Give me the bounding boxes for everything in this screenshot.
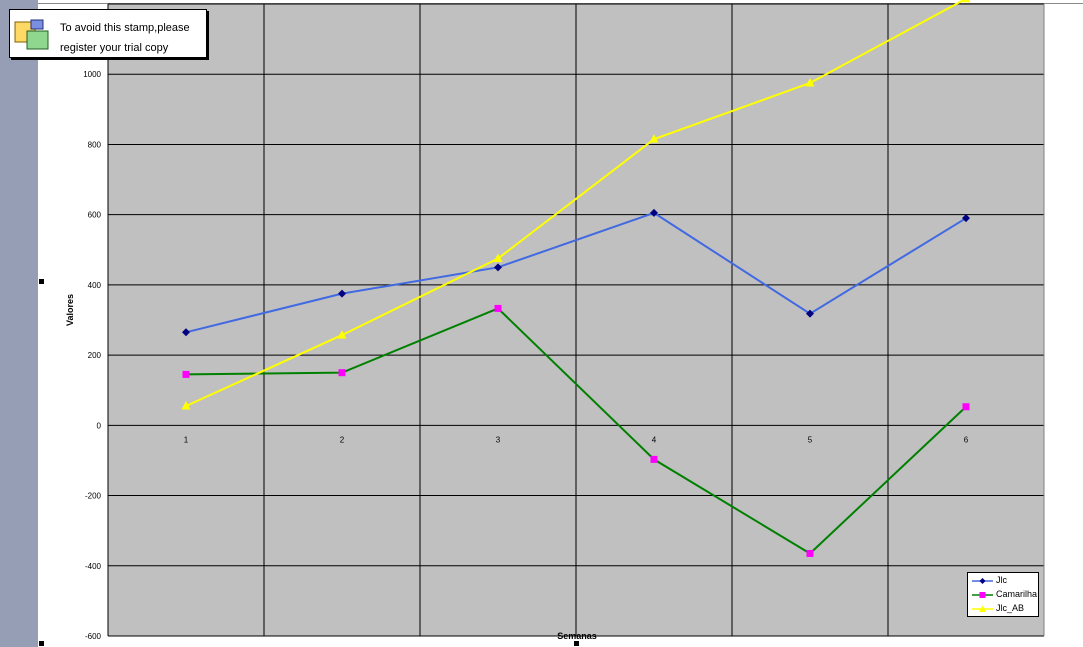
x-axis-label: Semanas xyxy=(557,631,597,641)
gridlines xyxy=(107,3,1045,637)
y-tick-label: 800 xyxy=(88,140,102,149)
point-jlc xyxy=(962,214,970,223)
legend-item-jlc-ab: Jlc_AB xyxy=(971,602,1039,616)
point-jlc xyxy=(338,289,346,298)
x-tick-label: 6 xyxy=(964,435,969,444)
selection-handle-bottom[interactable] xyxy=(574,641,579,646)
point-jlc xyxy=(494,263,502,272)
point-jlc-ab xyxy=(493,253,503,263)
x-tick-label: 4 xyxy=(652,435,657,444)
point-camarilha xyxy=(494,304,502,312)
x-tick-label: 1 xyxy=(184,435,189,444)
point-camarilha xyxy=(962,403,970,411)
y-tick-label: -400 xyxy=(85,562,102,571)
series-line-camarilha xyxy=(185,307,967,555)
point-jlc-ab xyxy=(805,78,815,87)
legend-swatch-jlc-ab xyxy=(972,605,993,612)
x-axis-tick-labels: 1 2 3 4 5 6 xyxy=(184,435,969,444)
x-tick-label: 5 xyxy=(808,435,813,444)
y-tick-label: 200 xyxy=(88,351,102,360)
chart-legend[interactable]: Jlc Camarilha Jlc_AB xyxy=(967,572,1039,617)
point-jlc-ab xyxy=(337,330,347,339)
y-tick-label: 0 xyxy=(97,421,102,430)
legend-swatch-camarilha xyxy=(972,592,993,598)
x-tick-label: 2 xyxy=(340,435,345,444)
y-axis-label: Valores xyxy=(65,294,75,326)
series-line-jlc-ab xyxy=(185,0,966,407)
point-camarilha xyxy=(650,455,658,463)
point-camarilha xyxy=(338,369,346,377)
point-jlc xyxy=(650,208,658,217)
legend-label-jlc: Jlc xyxy=(996,575,1007,585)
point-jlc-ab xyxy=(961,0,971,3)
selection-handle-left[interactable] xyxy=(39,279,44,284)
y-tick-label: 1000 xyxy=(83,70,101,79)
y-tick-label: 400 xyxy=(88,281,102,290)
x-tick-label: 3 xyxy=(496,435,501,444)
point-jlc xyxy=(182,328,190,337)
y-axis-tick-labels: -600 -400 -200 0 200 400 600 800 1000 xyxy=(83,70,101,641)
window-side-strip xyxy=(0,0,38,647)
selection-handle-bottom-left[interactable] xyxy=(39,641,44,646)
point-jlc-ab xyxy=(181,401,191,410)
y-tick-label: -200 xyxy=(85,492,102,501)
y-tick-label: -600 xyxy=(85,632,102,641)
legend-swatch-jlc xyxy=(972,578,993,584)
stamp-message: To avoid this stamp,please register your… xyxy=(60,18,205,58)
stamp-line-1: To avoid this stamp,please xyxy=(60,22,190,34)
trial-stamp: To avoid this stamp,please register your… xyxy=(9,9,207,58)
legend-item-jlc: Jlc xyxy=(971,574,1039,588)
y-tick-label: 600 xyxy=(88,211,102,220)
point-camarilha xyxy=(806,549,814,557)
legend-label-jlc-ab: Jlc_AB xyxy=(996,603,1025,613)
stamp-windows-icon xyxy=(14,19,49,50)
point-jlc-ab xyxy=(649,134,659,143)
series-markers xyxy=(181,0,971,557)
stamp-line-2: register your trial copy xyxy=(60,42,169,54)
point-camarilha xyxy=(182,370,190,378)
series-lines xyxy=(185,0,967,555)
point-jlc xyxy=(806,309,814,318)
series-line-jlc xyxy=(185,211,967,334)
legend-label-camarilha: Camarilha xyxy=(996,589,1038,599)
legend-item-camarilha: Camarilha xyxy=(971,588,1039,602)
